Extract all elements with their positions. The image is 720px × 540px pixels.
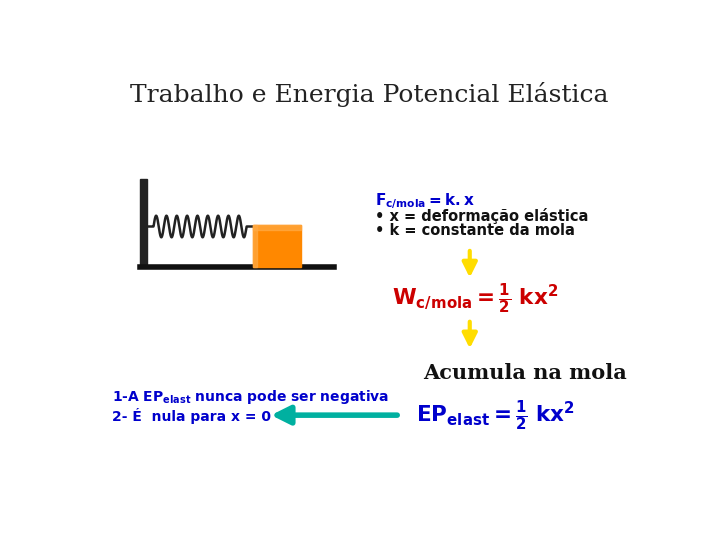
Text: 1-A $\mathbf{EP_{elast}}$ nunca pode ser negativa: 1-A $\mathbf{EP_{elast}}$ nunca pode ser… xyxy=(112,388,389,407)
Text: Trabalho e Energia Potencial Elástica: Trabalho e Energia Potencial Elástica xyxy=(130,82,608,106)
Text: $\mathbf{W_{c/mola}}$$\mathbf{= \frac{1}{2}\ kx^2}$: $\mathbf{W_{c/mola}}$$\mathbf{= \frac{1}… xyxy=(392,281,559,316)
Bar xyxy=(253,225,258,267)
Text: 2- É  nula para x = 0: 2- É nula para x = 0 xyxy=(112,408,271,424)
Text: Acumula na mola: Acumula na mola xyxy=(423,363,627,383)
Text: $\mathbf{EP_{elast}}$$\mathbf{= \frac{1}{2}\ kx^2}$: $\mathbf{EP_{elast}}$$\mathbf{= \frac{1}… xyxy=(415,398,575,433)
Text: $\mathbf{F_{c/mola}}$$\mathbf{ = k.x}$: $\mathbf{F_{c/mola}}$$\mathbf{ = k.x}$ xyxy=(375,191,475,211)
Bar xyxy=(253,225,301,267)
Bar xyxy=(253,225,301,229)
Text: • x = deformação elástica: • x = deformação elástica xyxy=(375,208,588,224)
Text: • k = constante da mola: • k = constante da mola xyxy=(375,224,575,239)
Bar xyxy=(140,179,148,267)
